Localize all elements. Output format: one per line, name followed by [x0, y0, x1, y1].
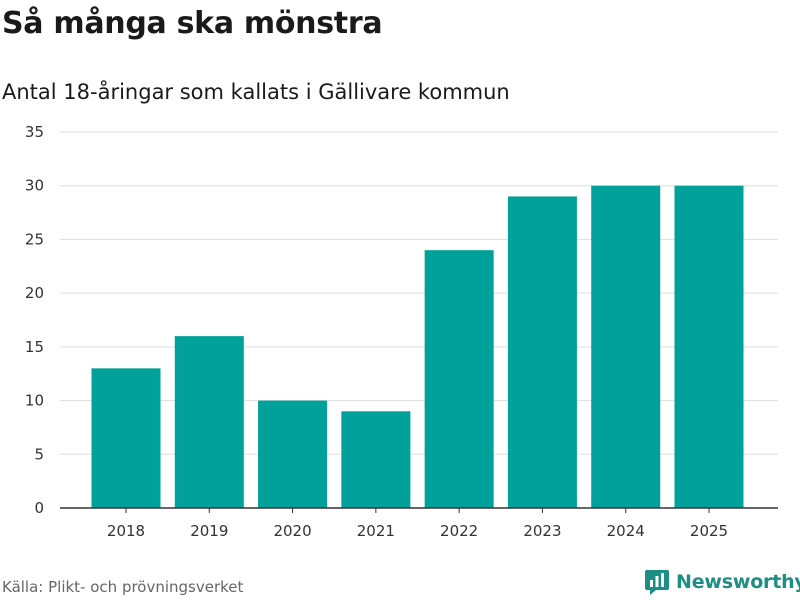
y-tick-label: 10 [25, 392, 44, 410]
y-tick-label: 20 [25, 284, 44, 302]
source-note: Källa: Plikt- och prövningsverket [2, 578, 244, 596]
bar-2022 [424, 250, 494, 508]
x-tick-label: 2018 [107, 522, 145, 540]
y-tick-label: 5 [34, 445, 44, 463]
bars [91, 185, 744, 508]
grid-lines [60, 131, 778, 455]
bar-2025 [674, 185, 744, 508]
x-tick-label: 2025 [690, 522, 728, 540]
y-tick-label: 35 [25, 123, 44, 141]
newsworthy-logo-icon [645, 570, 669, 595]
brand-name: Newsworthy [676, 571, 800, 593]
bar-2020 [258, 400, 328, 508]
chart-title: Så många ska mönstra [2, 6, 383, 41]
bar-2018 [91, 368, 161, 508]
bar-2019 [174, 336, 244, 508]
chart-subtitle: Antal 18-åringar som kallats i Gällivare… [2, 80, 510, 104]
x-tick-label: 2024 [607, 522, 645, 540]
brand-logo: Newsworthy [644, 568, 800, 596]
bar-2024 [591, 185, 661, 508]
y-tick-label: 0 [34, 499, 44, 517]
x-axis-ticks: 2018 2019 2020 2021 2022 2023 2024 2025 [107, 508, 728, 540]
x-tick-label: 2021 [357, 522, 395, 540]
y-tick-label: 30 [25, 177, 44, 195]
y-tick-label: 15 [25, 338, 44, 356]
bar-2021 [341, 411, 411, 508]
x-tick-label: 2019 [190, 522, 228, 540]
x-tick-label: 2022 [440, 522, 478, 540]
bar-2023 [507, 196, 577, 508]
y-tick-label: 25 [25, 230, 44, 248]
x-tick-label: 2023 [523, 522, 561, 540]
x-tick-label: 2020 [273, 522, 311, 540]
y-axis-ticks: 0 5 10 15 20 25 30 35 [25, 123, 44, 517]
